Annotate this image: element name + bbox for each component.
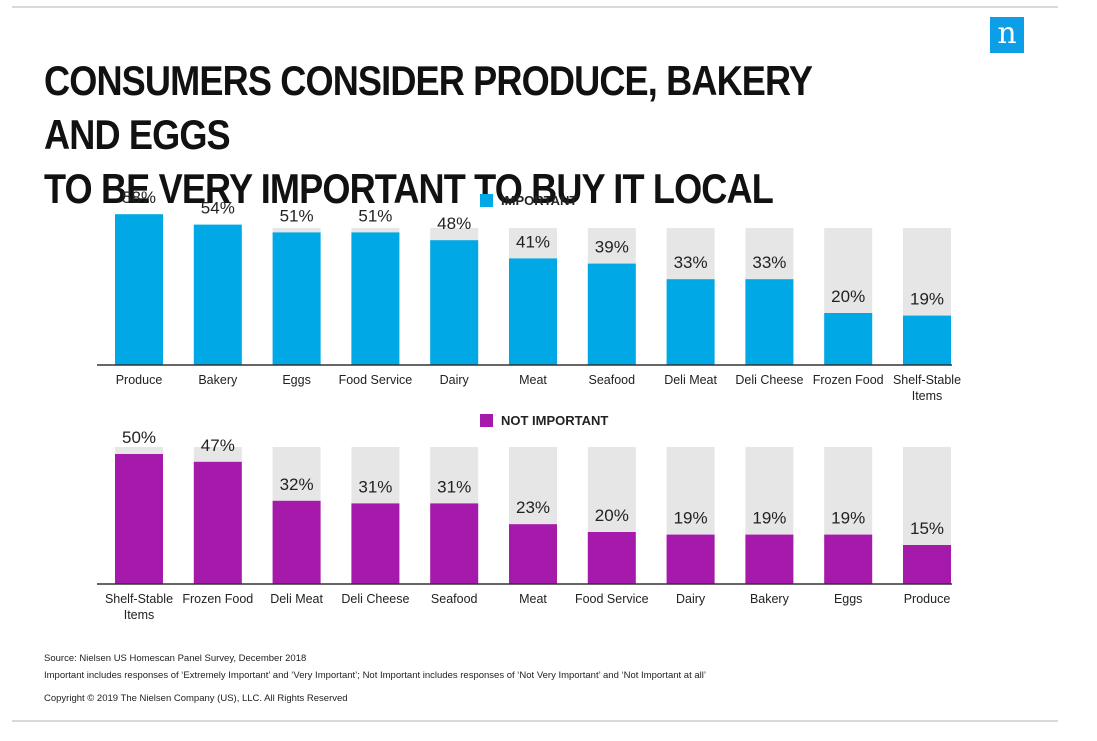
- title-line-2: TO BE VERY IMPORTANT TO BUY IT LOCAL: [44, 165, 774, 212]
- data-label: 19%: [910, 290, 944, 309]
- chart-important: 58% Produce 54% Bakery 51% Eggs 51% Food Servic…: [97, 188, 961, 403]
- category-label: Deli Meat: [270, 592, 323, 606]
- data-label: 39%: [595, 238, 629, 257]
- category-label: Food Service: [339, 373, 413, 387]
- bar: [587, 263, 636, 365]
- bar: [509, 258, 557, 365]
- bar: [351, 503, 400, 584]
- category-label: Frozen Food: [182, 592, 253, 606]
- bar: [430, 240, 479, 365]
- top-divider: [12, 6, 1058, 8]
- category-label: Deli Cheese: [341, 592, 409, 606]
- data-label: 20%: [595, 506, 629, 525]
- legend-swatch-not-important: [480, 414, 493, 427]
- bar: [903, 315, 951, 365]
- category-label: Eggs: [282, 373, 311, 387]
- legend-important: IMPORTANT: [480, 193, 577, 208]
- category-label: Dairy: [440, 373, 470, 387]
- category-label: Frozen Food: [813, 373, 884, 387]
- bar: [666, 279, 715, 365]
- bar: [430, 503, 479, 584]
- category-label: Bakery: [750, 592, 790, 606]
- data-label: 41%: [516, 232, 550, 251]
- data-label: 54%: [201, 199, 235, 218]
- data-label: 23%: [516, 498, 550, 517]
- nielsen-logo: n: [990, 17, 1024, 53]
- bar: [351, 232, 400, 365]
- category-label: Shelf-Stable Items: [105, 592, 173, 622]
- chart-not-important: 50% Shelf-Stable Items 47% Frozen Food 32% Del…: [97, 428, 952, 622]
- bar: [824, 313, 873, 365]
- data-label: 15%: [910, 519, 944, 538]
- category-label: Meat: [519, 592, 547, 606]
- category-label: Meat: [519, 373, 547, 387]
- data-label: 33%: [674, 253, 708, 272]
- bar: [666, 534, 715, 584]
- category-label: Deli Meat: [664, 373, 717, 387]
- data-label: 47%: [201, 436, 235, 455]
- data-label: 19%: [674, 509, 708, 528]
- legend-label-not-important: NOT IMPORTANT: [501, 413, 609, 428]
- bar: [272, 500, 321, 584]
- data-label: 50%: [122, 428, 156, 447]
- data-label: 20%: [831, 287, 865, 306]
- data-label: 58%: [122, 188, 156, 207]
- bar: [193, 224, 242, 365]
- bottom-divider: [12, 720, 1058, 722]
- category-label: Food Service: [575, 592, 649, 606]
- data-label: 31%: [358, 477, 392, 496]
- legend-swatch-important: [480, 194, 493, 207]
- footer-note: Important includes responses of ‘Extreme…: [44, 670, 706, 681]
- data-label: 19%: [831, 509, 865, 528]
- footer-copyright: Copyright © 2019 The Nielsen Company (US…: [44, 693, 348, 704]
- bar: [509, 524, 557, 584]
- data-label: 19%: [752, 509, 786, 528]
- bar: [193, 461, 242, 584]
- data-label: 33%: [752, 253, 786, 272]
- bar: [587, 532, 636, 584]
- data-label: 32%: [280, 475, 314, 494]
- category-label: Deli Cheese: [735, 373, 803, 387]
- category-label: Produce: [116, 373, 163, 387]
- title-line-1: CONSUMERS CONSIDER PRODUCE, BAKERY AND E…: [44, 57, 812, 158]
- bar: [745, 279, 794, 365]
- chart-title: CONSUMERS CONSIDER PRODUCE, BAKERY AND E…: [44, 54, 818, 216]
- category-label: Bakery: [198, 373, 238, 387]
- bar: [745, 534, 794, 584]
- data-label: 31%: [437, 477, 471, 496]
- category-label: Shelf-Stable Items: [893, 373, 961, 403]
- category-label: Seafood: [589, 373, 636, 387]
- footer-source: Source: Nielsen US Homescan Panel Survey…: [44, 653, 307, 664]
- category-label: Eggs: [834, 592, 863, 606]
- data-label: 48%: [437, 214, 471, 233]
- category-label: Produce: [904, 592, 951, 606]
- bar: [903, 545, 951, 584]
- bar: [115, 454, 163, 584]
- bar: [115, 214, 163, 365]
- category-label: Seafood: [431, 592, 478, 606]
- legend-not-important: NOT IMPORTANT: [480, 413, 608, 428]
- data-label: 51%: [358, 206, 392, 225]
- bar: [272, 232, 321, 365]
- bar: [824, 534, 873, 584]
- category-label: Dairy: [676, 592, 706, 606]
- legend-label-important: IMPORTANT: [501, 193, 578, 208]
- data-label: 51%: [280, 206, 314, 225]
